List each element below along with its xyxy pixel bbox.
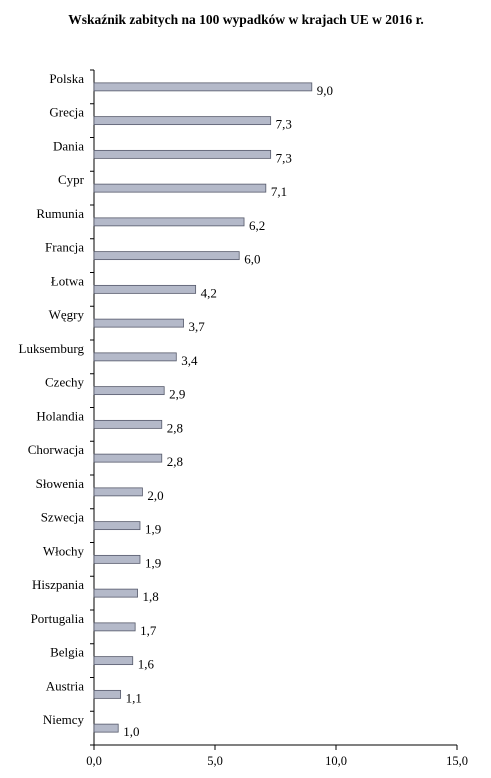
bar (93, 453, 163, 463)
bar (93, 419, 163, 429)
bar (93, 116, 272, 126)
value-label: 7,3 (276, 150, 292, 165)
bar (93, 723, 119, 733)
value-label: 1,1 (126, 690, 142, 705)
bar (93, 82, 313, 92)
value-label: 2,9 (169, 387, 185, 402)
value-label: 6,0 (244, 252, 260, 267)
category-label: Belgia (50, 645, 84, 660)
value-label: 1,0 (123, 724, 139, 739)
bar (93, 487, 143, 497)
value-label: 9,0 (317, 83, 333, 98)
plot-area: Polska 9,0 Grecja 7,3 Dania 7,3 Cypr 7,1 Rumunia… (19, 69, 468, 768)
category-label: Niemcy (43, 712, 85, 727)
bar (93, 588, 138, 598)
value-label: 6,2 (249, 218, 265, 233)
category-label: Grecja (49, 105, 84, 120)
category-label: Dania (53, 138, 84, 153)
bar (93, 554, 141, 564)
category-label: Słowenia (36, 476, 85, 491)
bar (93, 318, 184, 328)
category-label: Hiszpania (32, 577, 84, 592)
value-label: 7,3 (276, 117, 292, 132)
bar (93, 521, 141, 531)
bar (93, 251, 240, 261)
category-label: Czechy (45, 375, 84, 390)
category-label: Węgry (49, 307, 85, 322)
x-tick-label: 15,0 (446, 754, 468, 768)
category-label: Holandia (36, 408, 84, 423)
category-label: Luksemburg (19, 341, 85, 356)
category-label: Portugalia (31, 611, 85, 626)
bar (93, 217, 245, 227)
x-tick-label: 10,0 (325, 754, 347, 768)
x-tick-label: 5,0 (207, 754, 223, 768)
value-label: 3,7 (189, 319, 206, 334)
value-label: 1,6 (138, 657, 155, 672)
category-label: Rumunia (36, 206, 84, 221)
category-label: Francja (45, 240, 84, 255)
bar (93, 656, 134, 666)
category-label: Polska (49, 71, 84, 86)
bar (93, 386, 165, 396)
category-label: Szwecja (41, 510, 85, 525)
category-label: Łotwa (51, 273, 84, 288)
category-label: Cypr (58, 172, 85, 187)
bar (93, 689, 122, 699)
value-label: 1,8 (143, 589, 159, 604)
bar (93, 284, 197, 294)
value-label: 3,4 (181, 353, 198, 368)
bar (93, 183, 267, 193)
category-label: Chorwacja (28, 442, 85, 457)
category-label: Austria (46, 678, 85, 693)
category-label: Włochy (43, 543, 85, 558)
value-label: 1,9 (145, 555, 161, 570)
bar (93, 352, 177, 362)
chart-title: Wskaźnik zabitych na 100 wypadków w kraj… (68, 12, 423, 27)
value-label: 1,7 (140, 623, 157, 638)
value-label: 2,0 (147, 488, 163, 503)
x-tick-label: 0,0 (86, 754, 102, 768)
value-label: 1,9 (145, 522, 161, 537)
value-label: 2,8 (167, 420, 183, 435)
value-label: 7,1 (271, 184, 287, 199)
value-label: 4,2 (201, 285, 217, 300)
bar (93, 622, 136, 632)
bar (93, 149, 272, 159)
value-label: 2,8 (167, 454, 183, 469)
